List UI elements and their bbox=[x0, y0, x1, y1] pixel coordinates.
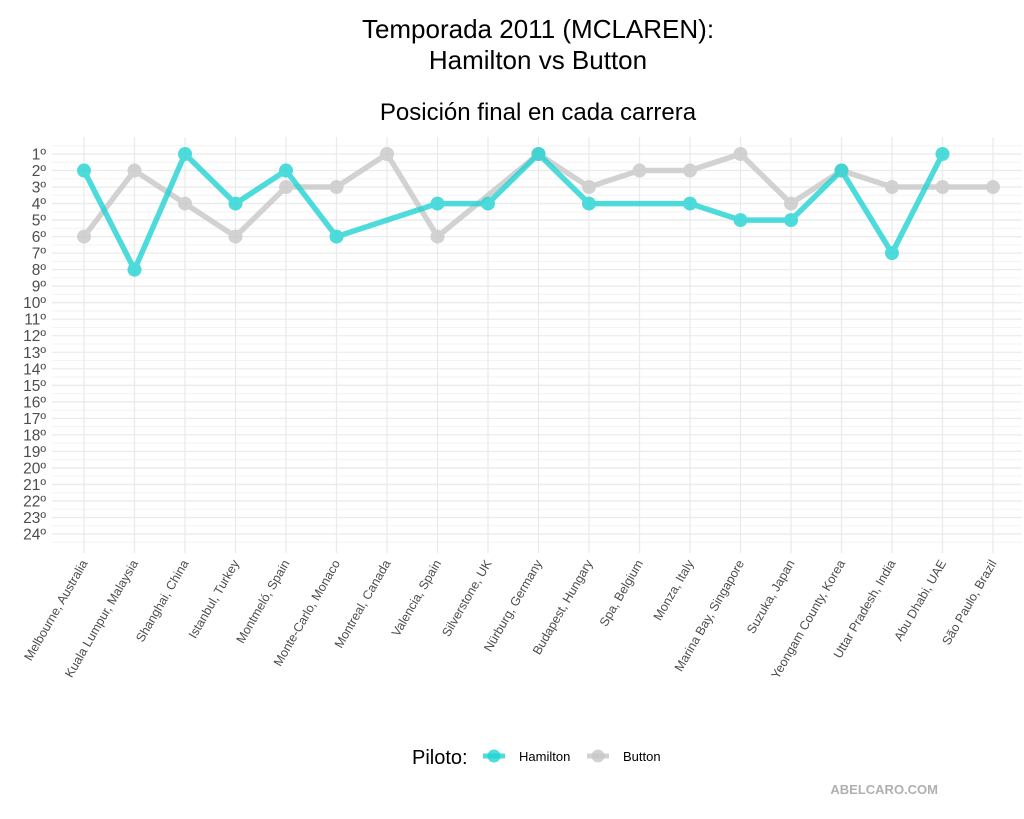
watermark: ABELCARO.COM bbox=[830, 782, 938, 797]
data-point-button bbox=[178, 196, 192, 211]
data-point-button bbox=[733, 147, 748, 161]
series-layer bbox=[77, 147, 1000, 277]
series-line-hamilton bbox=[81, 151, 945, 273]
x-tick-label: Montmeló, Spain bbox=[234, 557, 293, 645]
data-point-button bbox=[127, 163, 142, 178]
data-point-hamilton bbox=[885, 246, 899, 261]
series-hamilton bbox=[77, 147, 950, 277]
y-tick-label: 9º bbox=[32, 279, 47, 296]
chart-subtitle: Posición final en cada carrera bbox=[380, 99, 697, 126]
legend-key-button-dot bbox=[591, 749, 605, 763]
data-point-hamilton bbox=[279, 163, 293, 178]
y-tick-label: 14º bbox=[23, 361, 46, 378]
y-tick-label: 17º bbox=[23, 411, 46, 428]
data-point-button bbox=[632, 163, 647, 178]
data-point-hamilton bbox=[733, 213, 748, 228]
chart-title-line-2: Hamilton vs Button bbox=[429, 45, 647, 75]
series-button bbox=[77, 147, 1000, 244]
x-tick-label: Monza, Italy bbox=[651, 557, 697, 623]
legend-title: Piloto: bbox=[412, 747, 468, 769]
legend-label-button: Button bbox=[623, 749, 661, 764]
data-point-hamilton bbox=[784, 213, 798, 228]
data-point-button bbox=[77, 229, 91, 244]
y-tick-label: 24º bbox=[23, 527, 46, 544]
x-tick-label: Abu Dhabi, UAE bbox=[891, 558, 949, 644]
data-point-button bbox=[228, 229, 243, 244]
data-point-button bbox=[380, 147, 394, 161]
data-point-hamilton bbox=[481, 196, 495, 211]
y-tick-label: 21º bbox=[23, 477, 46, 494]
y-tick-label: 2º bbox=[32, 163, 47, 180]
y-axis: 1º2º3º4º5º6º7º8º9º10º11º12º13º14º15º16º1… bbox=[23, 147, 46, 544]
y-tick-label: 12º bbox=[23, 328, 46, 345]
legend-key-hamilton-dot bbox=[487, 749, 501, 763]
y-tick-label: 6º bbox=[32, 229, 47, 246]
y-tick-label: 5º bbox=[32, 213, 47, 230]
x-tick-label: Suzuka, Japan bbox=[744, 557, 797, 636]
y-tick-label: 23º bbox=[23, 510, 46, 527]
y-tick-label: 16º bbox=[23, 394, 46, 411]
x-tick-label: Valencia, Spain bbox=[389, 557, 444, 638]
y-tick-label: 22º bbox=[23, 493, 46, 510]
chart-title-line-1: Temporada 2011 (MCLAREN): bbox=[362, 14, 714, 44]
y-tick-label: 8º bbox=[32, 262, 47, 279]
legend-label-hamilton: Hamilton bbox=[519, 749, 570, 764]
data-point-button bbox=[430, 229, 445, 244]
x-tick-label: Shanghai, China bbox=[133, 557, 191, 644]
y-tick-label: 20º bbox=[23, 460, 46, 477]
y-tick-label: 19º bbox=[23, 444, 46, 461]
data-point-hamilton bbox=[582, 196, 596, 211]
y-tick-label: 7º bbox=[32, 246, 47, 263]
x-tick-label: Spa, Belgium bbox=[597, 558, 646, 629]
data-point-hamilton bbox=[430, 196, 445, 211]
data-point-hamilton bbox=[178, 147, 192, 161]
data-point-hamilton bbox=[329, 229, 344, 244]
data-point-button bbox=[582, 180, 596, 195]
data-point-button bbox=[784, 196, 798, 211]
data-point-hamilton bbox=[683, 196, 697, 211]
y-tick-label: 13º bbox=[23, 345, 46, 362]
data-point-hamilton bbox=[935, 147, 950, 161]
y-tick-label: 15º bbox=[23, 378, 46, 395]
y-tick-label: 1º bbox=[32, 147, 47, 164]
x-tick-label: Montreal, Canada bbox=[332, 557, 394, 650]
data-point-hamilton bbox=[77, 163, 91, 178]
y-tick-label: 4º bbox=[32, 196, 47, 213]
data-point-hamilton bbox=[228, 196, 243, 211]
x-tick-label: Silverstone, UK bbox=[439, 557, 495, 639]
grid bbox=[52, 137, 1022, 553]
y-tick-label: 10º bbox=[23, 295, 46, 312]
data-point-button bbox=[683, 163, 697, 178]
data-point-button bbox=[279, 180, 293, 195]
y-tick-label: 3º bbox=[32, 180, 47, 197]
legend: Piloto: Hamilton Button bbox=[412, 747, 661, 769]
x-tick-label: Istanbul, Turkey bbox=[186, 557, 243, 641]
x-tick-label: São Paulo, Brazil bbox=[940, 558, 1000, 648]
data-point-button bbox=[885, 180, 899, 195]
data-point-button bbox=[986, 180, 1000, 195]
y-tick-label: 11º bbox=[24, 312, 46, 329]
series-line-button bbox=[81, 151, 993, 240]
data-point-button bbox=[935, 180, 950, 195]
data-point-hamilton bbox=[127, 262, 142, 277]
data-point-button bbox=[329, 180, 344, 195]
data-point-hamilton bbox=[531, 147, 546, 161]
data-point-hamilton bbox=[834, 163, 849, 178]
y-tick-label: 18º bbox=[23, 427, 46, 444]
